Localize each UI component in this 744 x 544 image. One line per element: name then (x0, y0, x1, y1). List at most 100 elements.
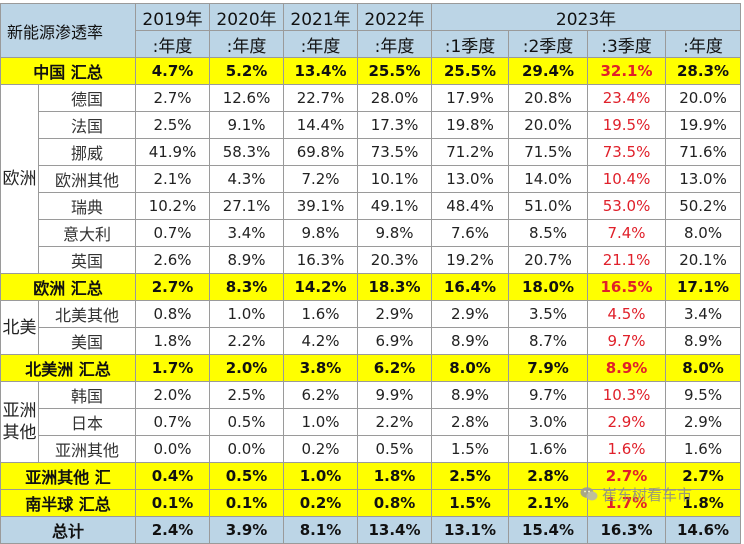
value-cell: 5.2% (209, 57, 285, 85)
value-cell: 19.2% (431, 246, 510, 274)
value-cell: 58.3% (209, 138, 285, 166)
value-cell: 14.2% (283, 273, 359, 301)
period-header: :年度 (357, 30, 433, 58)
value-cell: 3.9% (209, 516, 285, 544)
region-label: 亚洲其他 (0, 381, 39, 463)
value-cell: 12.6% (209, 84, 285, 112)
value-cell: 2.7% (135, 84, 211, 112)
value-cell: 2.2% (209, 327, 285, 355)
value-cell: 71.5% (508, 138, 589, 166)
year-header-2021: 2021年 (283, 3, 359, 31)
value-cell: 9.5% (665, 381, 742, 409)
value-cell: 73.5% (357, 138, 433, 166)
row-label: 瑞典 (37, 192, 137, 220)
row-label: 英国 (37, 246, 137, 274)
period-header: :3季度 (587, 30, 667, 58)
year-header-2023: 2023年 (431, 3, 742, 31)
value-cell: 0.0% (209, 435, 285, 463)
value-cell: 1.8% (135, 327, 211, 355)
value-cell: 1.5% (431, 489, 510, 517)
value-cell: 2.5% (135, 111, 211, 139)
value-cell: 9.7% (587, 327, 667, 355)
value-cell: 39.1% (283, 192, 359, 220)
value-cell: 7.9% (508, 354, 589, 382)
value-cell: 0.2% (283, 435, 359, 463)
value-cell: 2.0% (135, 381, 211, 409)
value-cell: 10.3% (587, 381, 667, 409)
penetration-table: 新能源渗透率 2019年 2020年 2021年 2022年 2023年 :年度… (0, 3, 742, 544)
value-cell: 16.5% (587, 273, 667, 301)
value-cell: 20.0% (665, 84, 742, 112)
table-row: 南半球 汇总 0.1% 0.1% 0.2% 0.8% 1.5% 2.1% 1.7% 1.8% (0, 489, 742, 517)
row-label: 美国 (37, 327, 137, 355)
value-cell: 4.7% (135, 57, 211, 85)
value-cell: 3.5% (508, 300, 589, 328)
value-cell: 2.7% (135, 273, 211, 301)
value-cell: 2.6% (135, 246, 211, 274)
value-cell: 10.2% (135, 192, 211, 220)
table-row: 欧洲其他 2.1% 4.3% 7.2% 10.1% 13.0% 14.0% 10.4% 13.… (1, 165, 742, 193)
value-cell: 19.8% (431, 111, 510, 139)
value-cell: 14.6% (665, 516, 742, 544)
table-row: 瑞典 10.2% 27.1% 39.1% 49.1% 48.4% 51.0% 53.0% 50… (1, 192, 742, 220)
value-cell: 9.9% (357, 381, 433, 409)
value-cell: 3.8% (283, 354, 359, 382)
value-cell: 0.5% (209, 462, 285, 490)
value-cell: 7.2% (283, 165, 359, 193)
value-cell: 6.2% (357, 354, 433, 382)
value-cell: 2.9% (665, 408, 742, 436)
value-cell: 6.2% (283, 381, 359, 409)
value-cell: 1.6% (283, 300, 359, 328)
row-label: 亚洲其他 (37, 435, 137, 463)
value-cell: 0.1% (135, 489, 211, 517)
value-cell: 1.0% (209, 300, 285, 328)
value-cell: 2.0% (209, 354, 285, 382)
row-label: 欧洲其他 (37, 165, 137, 193)
value-cell: 8.9% (665, 327, 742, 355)
value-cell: 0.0% (135, 435, 211, 463)
value-cell: 0.5% (357, 435, 433, 463)
value-cell: 28.0% (357, 84, 433, 112)
row-label: 日本 (37, 408, 137, 436)
value-cell: 1.0% (283, 462, 359, 490)
value-cell: 23.4% (587, 84, 667, 112)
table-row: 挪威 41.9% 58.3% 69.8% 73.5% 71.2% 71.5% 73.5% 71… (1, 138, 742, 166)
value-cell: 20.1% (665, 246, 742, 274)
value-cell: 0.8% (135, 300, 211, 328)
row-label: 欧洲 汇总 (0, 273, 137, 301)
value-cell: 3.0% (508, 408, 589, 436)
value-cell: 2.5% (209, 381, 285, 409)
table-row: 法国 2.5% 9.1% 14.4% 17.3% 19.8% 20.0% 19.5% 19.9… (1, 111, 742, 139)
value-cell: 49.1% (357, 192, 433, 220)
row-label: 南半球 汇总 (0, 489, 137, 517)
table-row: 北美洲 汇总 1.7% 2.0% 3.8% 6.2% 8.0% 7.9% 8.9% 8.0% (0, 354, 742, 382)
table-row: 英国 2.6% 8.9% 16.3% 20.3% 19.2% 20.7% 21.1% 20.1… (1, 246, 742, 274)
value-cell: 50.2% (665, 192, 742, 220)
value-cell: 0.7% (135, 219, 211, 247)
year-header-row: 新能源渗透率 2019年 2020年 2021年 2022年 2023年 (0, 3, 742, 58)
period-header: :年度 (135, 30, 211, 58)
value-cell: 2.9% (431, 300, 510, 328)
value-cell: 8.9% (431, 381, 510, 409)
value-cell: 13.0% (665, 165, 742, 193)
value-cell: 4.3% (209, 165, 285, 193)
row-label: 法国 (37, 111, 137, 139)
year-header-2019: 2019年 (135, 3, 211, 31)
table-row: 北美 北美其他 0.8% 1.0% 1.6% 2.9% 2.9% 3.5% 4.5% 3.4% (0, 300, 742, 355)
table-row: 亚洲其他 0.0% 0.0% 0.2% 0.5% 1.5% 1.6% 1.6% 1.6% (1, 435, 742, 463)
value-cell: 0.1% (209, 489, 285, 517)
value-cell: 8.7% (508, 327, 589, 355)
value-cell: 17.1% (665, 273, 742, 301)
value-cell: 71.2% (431, 138, 510, 166)
value-cell: 71.6% (665, 138, 742, 166)
value-cell: 3.4% (209, 219, 285, 247)
value-cell: 1.5% (431, 435, 510, 463)
value-cell: 1.8% (357, 462, 433, 490)
table-row: 意大利 0.7% 3.4% 9.8% 9.8% 7.6% 8.5% 7.4% 8.0% (1, 219, 742, 247)
value-cell: 8.1% (283, 516, 359, 544)
value-cell: 8.0% (665, 219, 742, 247)
value-cell: 8.5% (508, 219, 589, 247)
value-cell: 0.8% (357, 489, 433, 517)
value-cell: 32.1% (587, 57, 667, 85)
table-title: 新能源渗透率 (0, 3, 137, 58)
